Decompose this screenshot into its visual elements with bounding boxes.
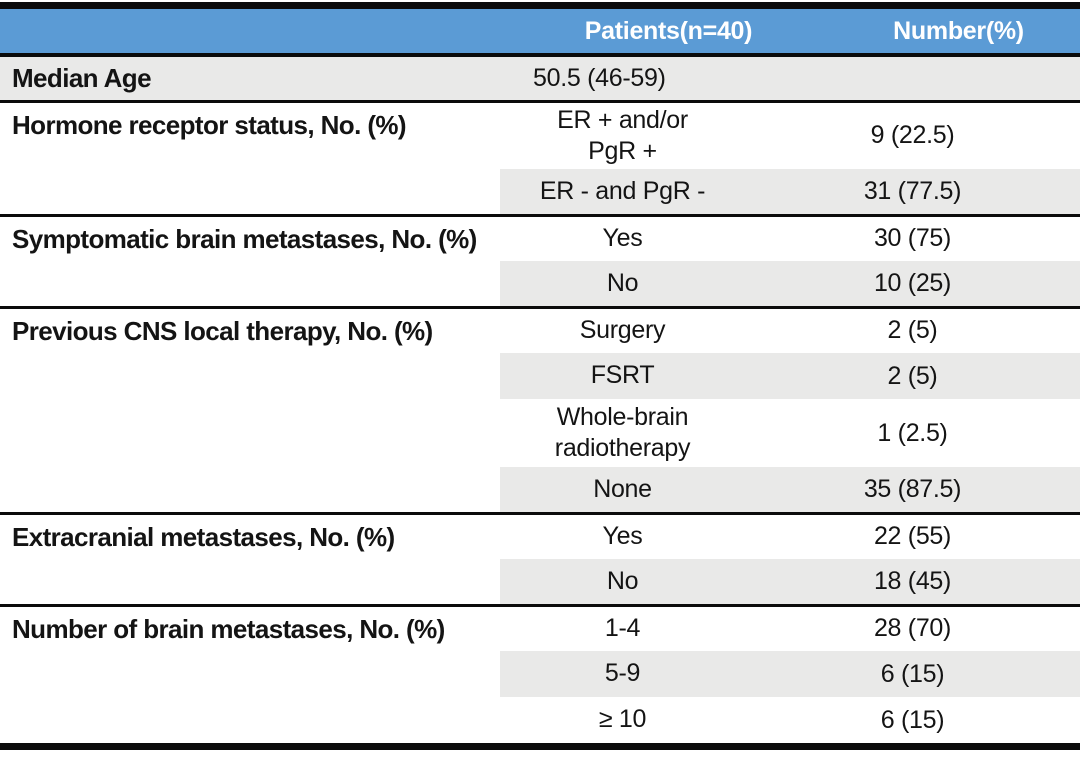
patient-characteristics-table: Patients(n=40) Number(%) Median Age 50.5… <box>0 9 1080 743</box>
patients-cell-median-age: 50.5 (46-59) <box>500 55 745 101</box>
row-label-hormone-receptor-status: Hormone receptor status, No. (%) <box>0 99 500 215</box>
table-row-extracranial-yes: Extracranial metastases, No. (%) Yes 22 … <box>0 511 1080 605</box>
patients-cell-extracranial-yes: Yes <box>500 511 745 559</box>
patients-cell-1-4: 1-4 <box>500 603 745 651</box>
patients-cell-er-negative: ER - and PgR - <box>500 169 745 215</box>
table-row-brainmets-1-4: Number of brain metastases, No. (%) 1-4 … <box>0 603 1080 743</box>
patients-cell-whole-brain-radiotherapy: Whole-brain radiotherapy <box>554 402 691 462</box>
number-cell-5-9: 6 (15) <box>745 651 1080 697</box>
row-label-extracranial-metastases: Extracranial metastases, No. (%) <box>0 511 500 605</box>
number-cell-symptomatic-yes: 30 (75) <box>745 213 1080 261</box>
row-label-median-age: Median Age <box>0 55 500 101</box>
number-cell-median-age <box>745 55 1080 101</box>
row-label-previous-cns-local-therapy: Previous CNS local therapy, No. (%) <box>0 305 500 513</box>
col-header-patients-label: Patients(n=40) <box>584 16 753 45</box>
patient-characteristics-table-frame: Patients(n=40) Number(%) Median Age 50.5… <box>0 2 1080 750</box>
col-header-number-label: Number(%) <box>893 16 1024 45</box>
patients-cell-5-9: 5-9 <box>500 651 745 697</box>
patients-cell-none: None <box>500 467 745 513</box>
number-cell-er-positive: 9 (22.5) <box>745 99 1080 169</box>
number-cell-gte-10: 6 (15) <box>880 705 945 734</box>
patients-cell-symptomatic-yes: Yes <box>500 213 745 261</box>
table-row-cns-none: None 35 (87.5) <box>0 467 1080 513</box>
patients-cell-symptomatic-no: No <box>500 261 745 307</box>
number-cell-1-4: 28 (70) <box>745 603 1080 651</box>
table-row-brainmets-gte-10: ≥ 10 6 (15) <box>0 697 1080 743</box>
table-row-cns-fsrt: FSRT 2 (5) <box>0 353 1080 399</box>
col-header-patients: Patients(n=40) <box>500 9 752 57</box>
patients-cell-gte-10: ≥ 10 <box>598 705 647 734</box>
patients-cell-extracranial-no: No <box>500 559 745 605</box>
table-row-symptomatic-no: No 10 (25) <box>0 261 1080 307</box>
table-row-brainmets-5-9: 5-9 6 (15) <box>0 651 1080 697</box>
table-row-extracranial-no: No 18 (45) <box>0 559 1080 605</box>
number-cell-whole-brain-radiotherapy: 1 (2.5) <box>877 418 948 447</box>
number-cell-er-negative: 31 (77.5) <box>745 169 1080 215</box>
table-row-hormone-er-neg: ER - and PgR - 31 (77.5) <box>0 169 1080 215</box>
table-row-symptomatic-yes: Symptomatic brain metastases, No. (%) Ye… <box>0 213 1080 307</box>
header-row: Patients(n=40) Number(%) <box>0 9 1080 57</box>
table-row-cns-surgery: Previous CNS local therapy, No. (%) Surg… <box>0 305 1080 513</box>
number-cell-extracranial-no: 18 (45) <box>745 559 1080 605</box>
number-cell-extracranial-yes: 22 (55) <box>745 511 1080 559</box>
patients-cell-fsrt: FSRT <box>500 353 745 399</box>
number-cell-surgery: 2 (5) <box>745 305 1080 353</box>
row-label-symptomatic-brain-metastases: Symptomatic brain metastases, No. (%) <box>0 213 500 307</box>
patients-cell-surgery: Surgery <box>500 305 745 353</box>
table-row-cns-wbrt: Whole-brain radiotherapy 1 (2.5) <box>0 399 1080 467</box>
table-row-median-age: Median Age 50.5 (46-59) <box>0 55 1080 101</box>
number-cell-symptomatic-no: 10 (25) <box>745 261 1080 307</box>
row-label-number-of-brain-metastases: Number of brain metastases, No. (%) <box>0 603 500 743</box>
number-cell-none: 35 (87.5) <box>745 467 1080 513</box>
table-row-hormone-er-pos: Hormone receptor status, No. (%) ER + an… <box>0 99 1080 215</box>
patients-cell-er-positive: ER + and/or PgR + <box>500 99 745 169</box>
col-header-number: Number(%) <box>745 9 1080 57</box>
col-header-empty <box>0 9 500 57</box>
number-cell-fsrt: 2 (5) <box>745 353 1080 399</box>
